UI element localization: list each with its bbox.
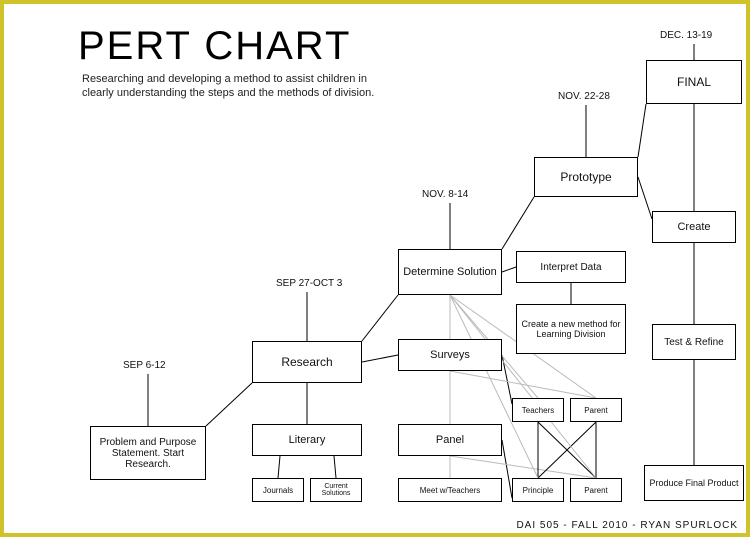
node-journals: Journals xyxy=(252,478,304,502)
node-research: Research xyxy=(252,341,362,383)
node-testrefine: Test & Refine xyxy=(652,324,736,360)
node-surveys: Surveys xyxy=(398,339,502,371)
node-meet: Meet w/Teachers xyxy=(398,478,502,502)
node-interpret: Interpret Data xyxy=(516,251,626,283)
date-label-d2: SEP 27-OCT 3 xyxy=(276,278,342,289)
date-label-d3: NOV. 8-14 xyxy=(422,189,468,200)
chart-footer: DAI 505 - FALL 2010 - RYAN SPURLOCK xyxy=(516,520,738,531)
node-parent1: Parent xyxy=(570,398,622,422)
date-label-d5: DEC. 13-19 xyxy=(660,30,712,41)
node-determine: Determine Solution xyxy=(398,249,502,295)
node-produce: Produce Final Product xyxy=(644,465,744,501)
node-principle: Principle xyxy=(512,478,564,502)
date-label-d4: NOV. 22-28 xyxy=(558,91,610,102)
chart-title: PERT CHART xyxy=(78,24,351,69)
node-cursol: Current Solutions xyxy=(310,478,362,502)
node-parent2: Parent xyxy=(570,478,622,502)
node-teachers: Teachers xyxy=(512,398,564,422)
pert-chart-frame: PERT CHART Researching and developing a … xyxy=(0,0,750,537)
node-final: FINAL xyxy=(646,60,742,104)
node-panel: Panel xyxy=(398,424,502,456)
node-create: Create xyxy=(652,211,736,243)
node-newmethod: Create a new method for Learning Divisio… xyxy=(516,304,626,354)
node-problem: Problem and Purpose Statement. Start Res… xyxy=(90,426,206,480)
date-label-d1: SEP 6-12 xyxy=(123,360,166,371)
chart-subtitle: Researching and developing a method to a… xyxy=(82,72,412,101)
node-prototype: Prototype xyxy=(534,157,638,197)
node-literary: Literary xyxy=(252,424,362,456)
